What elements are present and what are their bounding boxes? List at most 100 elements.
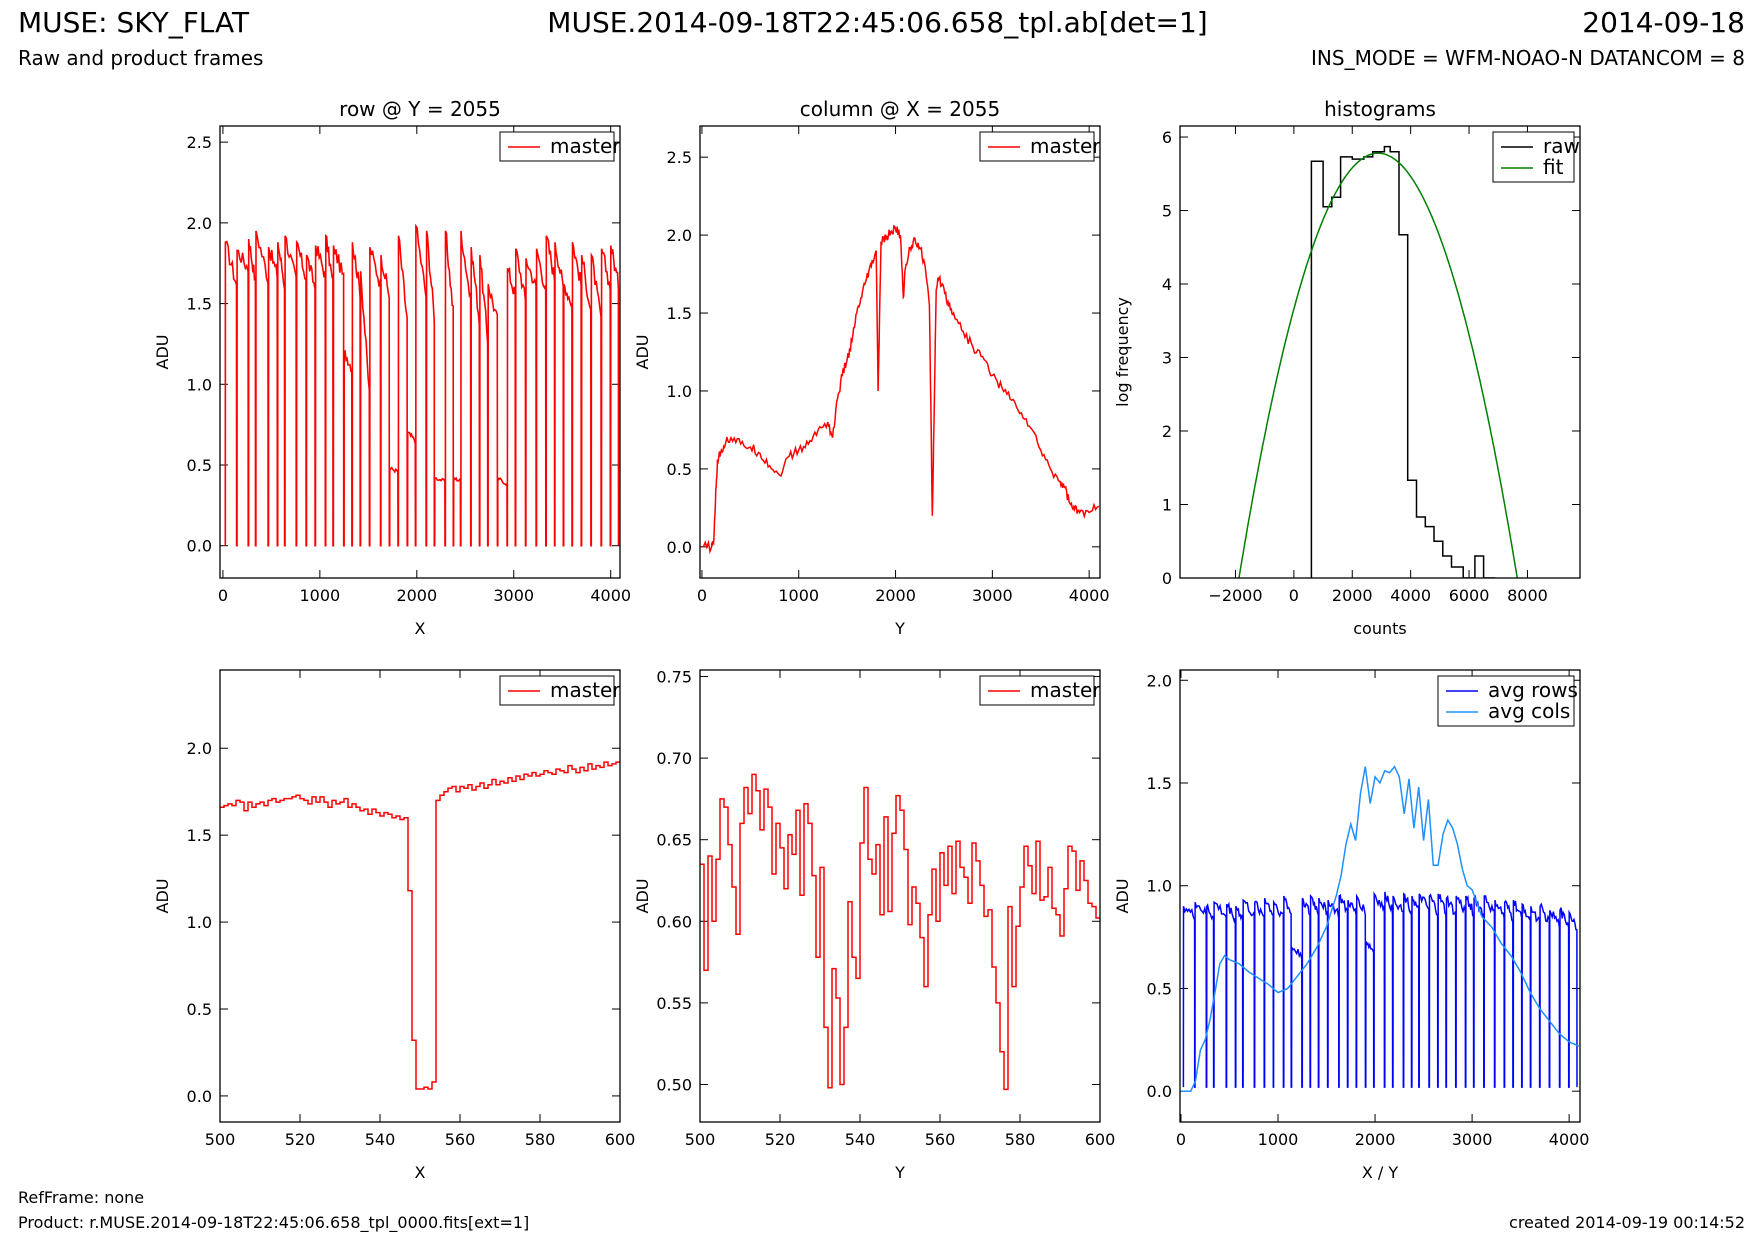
chart-col-zoom: Y ADU 500 520 540 560 580 600 0.50 0.55 0.60 0.65 0.… [633,668,1115,1182]
plot-area [1181,765,1580,1092]
y-tick-label: 0.0 [1147,1082,1172,1101]
y-tick-label: 5 [1162,202,1172,221]
y-tick-label: 0.5 [1147,979,1172,998]
x-axis-label: X / Y [1362,1163,1399,1182]
product-note: Product: r.MUSE.2014-09-18T22:45:06.658_… [18,1213,530,1232]
x-tick-label: 580 [1005,1130,1036,1149]
x-tick-label: 2000 [396,586,437,605]
axes-frame [1179,669,1581,1123]
x-tick-label: 500 [205,1130,236,1149]
y-tick-label: 0.0 [187,537,212,556]
x-tick-label: 520 [765,1130,796,1149]
y-tick-label: 1.0 [1147,877,1172,896]
plot-area [700,773,1100,1091]
chart-col-full: column @ X = 2055 Y ADU 0 1000 2000 3000 4000 0.… [633,97,1110,638]
legend: master [499,675,621,706]
y-tick-label: 2.5 [187,133,212,152]
y-tick-label: 0.60 [656,912,692,931]
instrument-mode: INS_MODE = WFM-NOAO-N DATANCOM = 8 [1311,46,1745,70]
x-tick-label: −2000 [1208,586,1262,605]
chart-title: column @ X = 2055 [800,97,1000,121]
x-tick-label: 1000 [299,586,340,605]
chart-title: histograms [1324,97,1436,121]
x-tick-label: 0 [697,586,707,605]
y-tick-label: 1.5 [667,304,692,323]
report-date: 2014-09-18 [1582,6,1745,39]
y-tick-label: 0.55 [656,994,692,1013]
y-tick-label: 2.5 [667,148,692,167]
axes-frame [219,125,621,579]
chart-row-zoom: X ADU 500 520 540 560 580 600 0.0 0.5 1.0 1.5 2.0 mas… [153,669,636,1182]
series-avg-rows [1182,891,1578,1088]
legend-box [1492,131,1575,183]
series-master [700,773,1100,1091]
x-tick-label: 3000 [1452,1130,1493,1149]
y-tick-label: 0.65 [656,831,692,850]
chart-row-full: row @ Y = 2055 X ADU 0 1000 2000 3000 4000 0.0 0.… [153,97,631,638]
report-title: MUSE: SKY_FLAT [18,6,250,39]
x-tick-label: 500 [685,1130,716,1149]
x-tick-label: 4000 [590,586,631,605]
x-tick-label: 2000 [1355,1130,1396,1149]
y-axis-label: ADU [1113,879,1132,914]
x-tick-label: 2000 [1332,586,1373,605]
plot-area [701,224,1100,555]
axes-frame [699,125,1101,579]
legend: master [979,675,1101,706]
y-tick-label: 0.5 [667,460,692,479]
axes-frame [219,669,621,1123]
x-tick-label: 6000 [1449,586,1490,605]
y-tick-label: 1.5 [187,826,212,845]
x-tick-label: 540 [365,1130,396,1149]
legend-label: avg cols [1488,699,1570,723]
x-axis-label: X [415,1163,426,1182]
legend-label: raw [1543,134,1580,158]
y-tick-label: 2.0 [667,226,692,245]
y-axis-label: ADU [633,879,652,914]
y-tick-label: 0.5 [187,1000,212,1019]
legend-box [1437,675,1575,727]
x-tick-label: 4000 [1390,586,1431,605]
ref-frame-note: RefFrame: none [18,1188,145,1207]
x-tick-label: 4000 [1549,1130,1590,1149]
y-tick-label: 2 [1162,422,1172,441]
legend-label: fit [1543,155,1564,179]
y-axis-label: ADU [153,335,172,370]
x-tick-label: 3000 [493,586,534,605]
x-tick-label: 0 [1176,1130,1186,1149]
y-tick-label: 0.0 [667,538,692,557]
y-tick-label: 6 [1162,128,1172,147]
y-axis-label: log frequency [1113,297,1132,407]
legend-label: avg rows [1488,678,1578,702]
y-axis-label: ADU [153,879,172,914]
y-axis-label: ADU [633,335,652,370]
x-tick-label: 1000 [1258,1130,1299,1149]
x-tick-label: 560 [925,1130,956,1149]
x-axis-label: Y [894,1163,905,1182]
chart-title: row @ Y = 2055 [339,97,501,121]
y-tick-label: 1.0 [187,375,212,394]
x-axis-label: Y [894,619,905,638]
y-tick-label: 4 [1162,275,1172,294]
x-tick-label: 2000 [875,586,916,605]
plot-area [1238,145,1518,578]
plot-area [220,761,620,1090]
x-tick-label: 3000 [972,586,1013,605]
legend-label: master [1030,678,1101,702]
chart-hist: histograms counts log frequency −2000 0 2000 4… [1113,97,1581,638]
report-filename-title: MUSE.2014-09-18T22:45:06.658_tpl.ab[det=… [547,6,1208,39]
y-tick-label: 2.0 [187,739,212,758]
x-tick-label: 0 [218,586,228,605]
x-tick-label: 8000 [1507,586,1548,605]
x-tick-label: 540 [845,1130,876,1149]
y-tick-label: 1.5 [187,295,212,314]
chart-avg: X / Y ADU 0 1000 2000 3000 4000 0.0 0.5 1.0 1.5 2.0… [1113,669,1590,1182]
legend-label: master [1030,134,1101,158]
series-avg-cols [1181,765,1580,1092]
series-master [224,223,620,547]
x-tick-label: 600 [605,1130,636,1149]
y-tick-label: 0.75 [656,668,692,687]
legend-label: master [550,134,621,158]
legend: master [979,131,1101,162]
